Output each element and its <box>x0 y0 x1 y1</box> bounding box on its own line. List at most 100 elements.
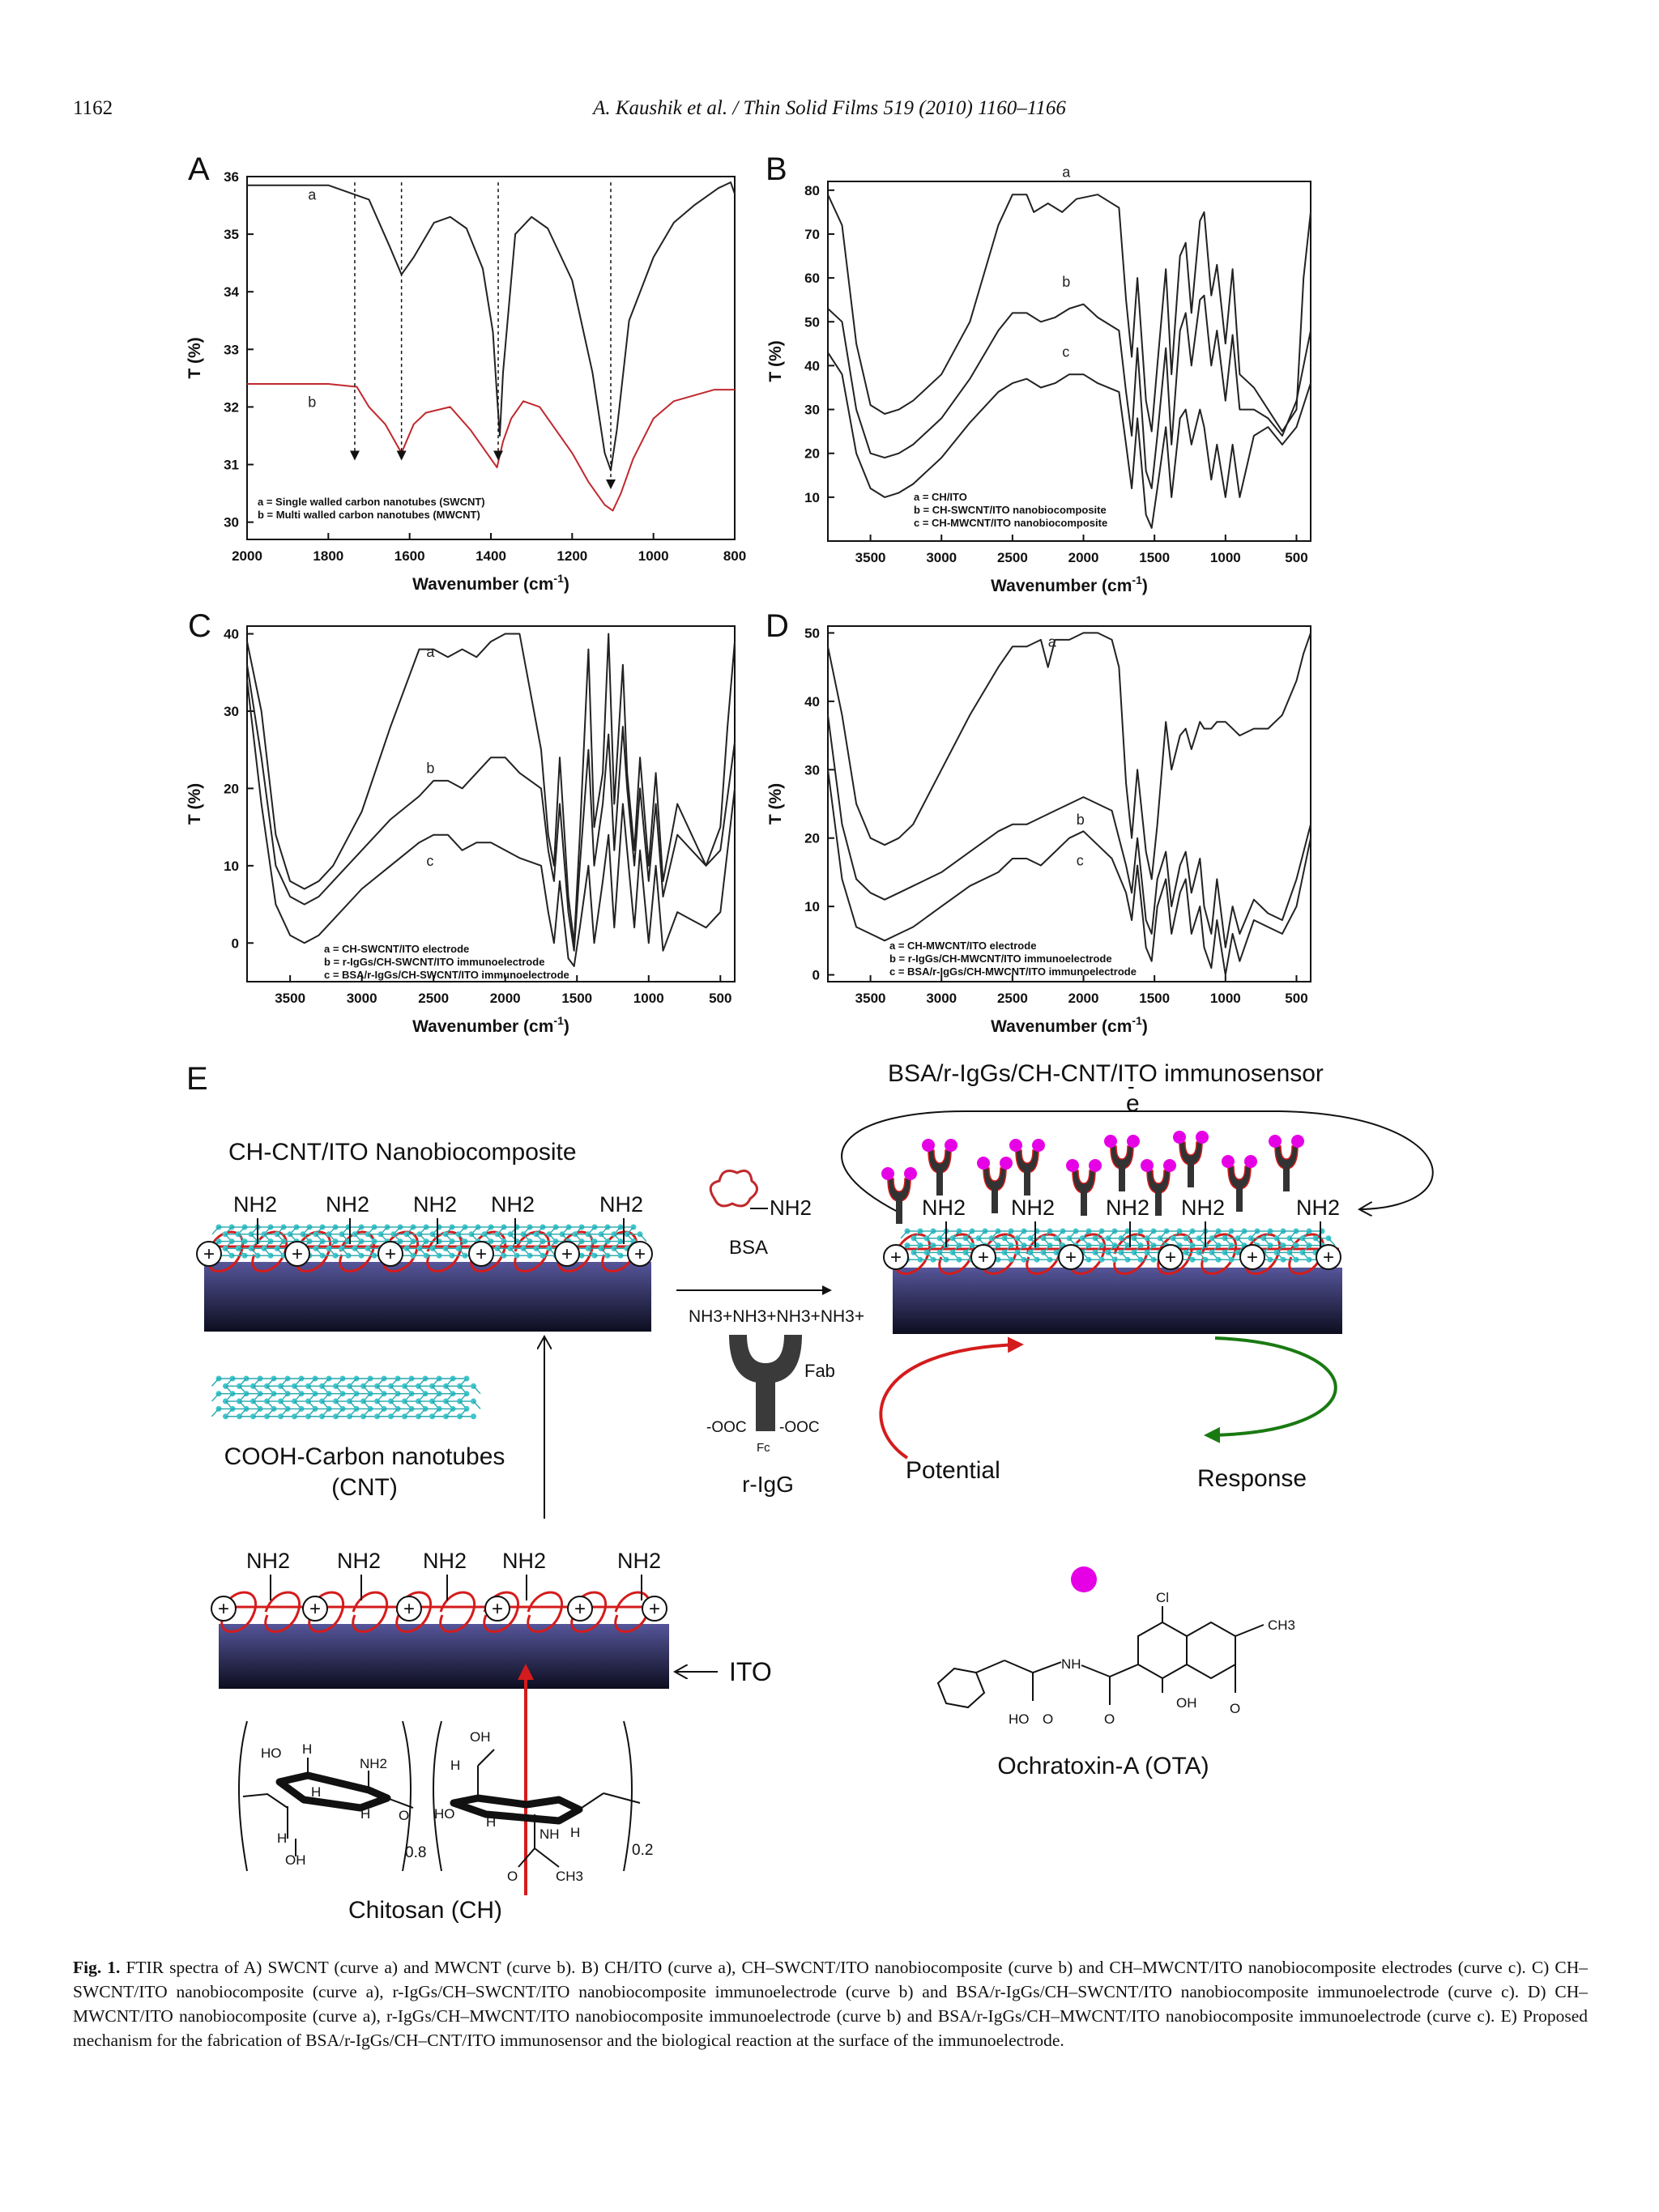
ota-atom-cl: Cl <box>1156 1590 1169 1605</box>
caption-label: Fig. 1. <box>73 1958 121 1977</box>
amine-groups-right: NH2 NH2 NH2 NH2 NH2 <box>922 1196 1340 1247</box>
ota-atom-ho: HO <box>1009 1711 1030 1727</box>
ota-antigen <box>1163 1159 1176 1172</box>
chitosan-atom-h2: H <box>311 1784 321 1800</box>
svg-text:+: + <box>890 1247 902 1268</box>
antibody-icon <box>1222 1155 1257 1212</box>
immunosensor-electrode: + + + + + + NH2 NH2 NH2 NH2 NH2 <box>881 1131 1342 1334</box>
running-header-citation: A. Kaushik et al. / Thin Solid Films 519… <box>593 97 1066 119</box>
legend-entry: b = Multi walled carbon nanotubes (MWCNT… <box>258 509 480 521</box>
svg-text:+: + <box>574 1598 586 1620</box>
amine-label: NH2 <box>413 1192 457 1217</box>
plus-charge-icon: + <box>284 1241 310 1267</box>
x-tick-label: 3500 <box>855 550 886 565</box>
chitosan-atom-oh2: OH <box>470 1729 491 1745</box>
legend-entry: c = CH-MWCNT/ITO nanobiocomposite <box>914 517 1107 529</box>
cnt-lattice-right <box>900 1228 1336 1263</box>
ota-antigen <box>904 1167 917 1180</box>
legend-entry: b = r-IgGs/CH-SWCNT/ITO immunoelectrode <box>324 956 544 968</box>
ito-substrate <box>204 1262 651 1332</box>
amine-label: NH2 <box>491 1192 535 1217</box>
ota-label: Ochratoxin-A (OTA) <box>997 1753 1209 1779</box>
ito-substrate-bottom <box>219 1624 669 1689</box>
y-tick-label: 10 <box>224 859 239 874</box>
ota-antigen <box>1269 1135 1282 1148</box>
ota-antigen <box>922 1139 935 1152</box>
chitosan-atom-h6: H <box>486 1814 496 1830</box>
cnt-label-2: (CNT) <box>331 1474 398 1501</box>
caption-text: FTIR spectra of A) SWCNT (curve a) and M… <box>73 1958 1589 2050</box>
legend-entry: b = r-IgGs/CH-MWCNT/ITO immunoelectrode <box>889 953 1112 965</box>
amine-label: NH2 <box>1296 1196 1340 1220</box>
bsa-nh2: NH2 <box>770 1196 812 1220</box>
y-tick-label: 40 <box>224 627 239 642</box>
chart-panel-a: A 2000 1800 1600 1400 1200 1000 800 36 35 34 33 32 31… <box>186 151 746 594</box>
plot-frame <box>827 625 1311 982</box>
panel-letter: A <box>188 151 210 187</box>
legend-entry: a = CH/ITO <box>914 491 967 503</box>
amine-label: NH2 <box>246 1549 290 1573</box>
amine-label: NH2 <box>599 1192 643 1217</box>
x-tick-label: 2500 <box>418 991 449 1006</box>
amine-groups: NH2 NH2 NH2 NH2 NH2 <box>233 1192 643 1244</box>
chitosan-atom-h3: H <box>360 1806 370 1822</box>
y-tick-label: 30 <box>804 403 820 418</box>
ota-atom-o1: O <box>1043 1711 1053 1727</box>
cnt-sheet-icon <box>211 1375 481 1420</box>
y-axis-label: T (%) <box>186 337 204 378</box>
nanobiocomposite-title: CH-CNT/ITO Nanobiocomposite <box>228 1139 577 1166</box>
chitosan-atom-h7: H <box>570 1825 580 1840</box>
chitosan-atom-nh2: NH2 <box>360 1756 387 1771</box>
series-line-c <box>827 769 1311 976</box>
ota-atom-oh: OH <box>1176 1695 1197 1711</box>
legend-entry: c = BSA/r-IgGs/CH-SWCNT/ITO immunoelectr… <box>324 969 569 981</box>
svg-text:+: + <box>649 1598 660 1620</box>
antibody-icon <box>1269 1135 1304 1191</box>
y-tick-label: 36 <box>224 169 239 185</box>
chitosan-atom-h4: H <box>277 1831 287 1846</box>
antibodies-with-ota <box>881 1131 1304 1224</box>
series-label-c: c <box>1077 852 1084 868</box>
y-tick-label: 50 <box>804 625 820 641</box>
response-label: Response <box>1197 1465 1307 1492</box>
y-tick-label: 80 <box>804 183 820 198</box>
chitosan-atom-nh: NH <box>539 1826 560 1842</box>
chitosan-structure: HO H NH2 H H O H OH OH H HO H H NH O CH3… <box>238 1720 653 1884</box>
series-line-c <box>827 352 1311 529</box>
series-label-b: b <box>1062 274 1070 290</box>
y-axis-label: T (%) <box>186 783 204 825</box>
chart-panel-c: C 3500 3000 2500 2000 1500 1000 500 40 30 20 10 0 Wav… <box>186 608 736 1036</box>
antibody-icon <box>881 1167 917 1224</box>
svg-text:+: + <box>1165 1247 1176 1268</box>
ota-antigen <box>1032 1139 1045 1152</box>
plus-charge-icon: + <box>484 1596 510 1622</box>
plus-charge-icon: + <box>1158 1244 1183 1270</box>
x-axis-label: Wavenumber (cm-1) <box>991 1014 1148 1036</box>
x-tick-label: 3000 <box>926 550 957 565</box>
panel-letter: C <box>188 608 211 644</box>
x-tick-label: 1400 <box>476 548 506 564</box>
plus-charge-icon: + <box>970 1244 996 1270</box>
plus-charge-icon: + <box>196 1241 222 1267</box>
chitosan-atom-o2: O <box>507 1869 518 1884</box>
legend-entry: b = CH-SWCNT/ITO nanobiocomposite <box>914 504 1107 516</box>
y-tick-label: 20 <box>224 781 239 796</box>
series-label-c: c <box>426 853 433 869</box>
panel-letter-e: E <box>186 1061 208 1097</box>
antibody-icon <box>1173 1131 1209 1187</box>
y-tick-label: 35 <box>224 227 239 242</box>
series-line-a <box>247 181 736 471</box>
antibody-icon <box>922 1139 957 1196</box>
y-axis-label: T (%) <box>766 783 785 825</box>
amine-label: NH2 <box>337 1549 381 1573</box>
series-line-a <box>827 194 1311 433</box>
svg-text:+: + <box>1323 1247 1334 1268</box>
electron-label: e <box>1126 1090 1140 1117</box>
y-tick-label: 10 <box>804 899 820 914</box>
series-label-a: a <box>1048 633 1057 650</box>
ota-antigen <box>1291 1135 1304 1148</box>
y-tick-label: 33 <box>224 342 239 357</box>
plus-charge-icon: + <box>1058 1244 1084 1270</box>
